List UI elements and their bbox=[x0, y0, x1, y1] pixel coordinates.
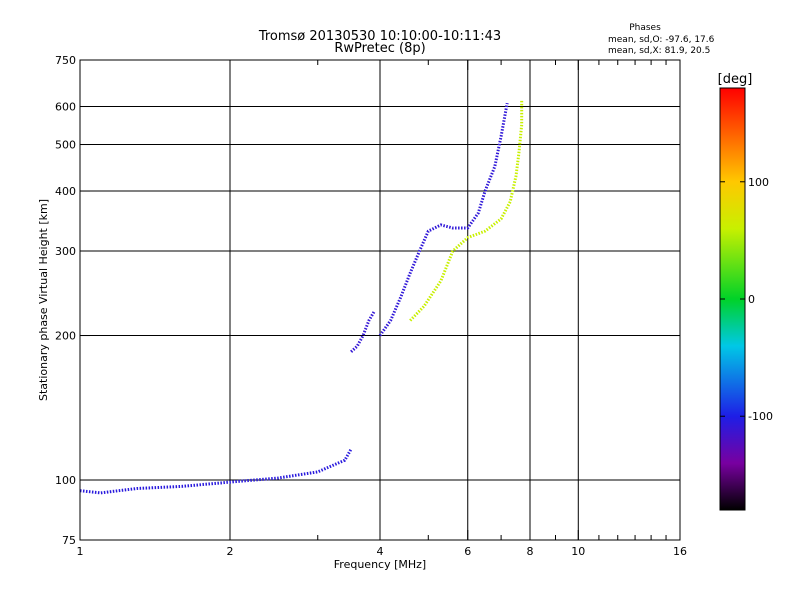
x-axis-label: Frequency [MHz] bbox=[334, 558, 426, 571]
stats-x-mode: mean, sd,X: 81.9, 20.5 bbox=[608, 46, 710, 56]
colorbar-tick-label: -100 bbox=[748, 410, 773, 423]
colorbar-tick-label: 100 bbox=[748, 176, 769, 189]
x-tick-label: 4 bbox=[377, 545, 384, 558]
y-tick-label: 600 bbox=[55, 101, 76, 114]
x-tick-label: 10 bbox=[571, 545, 585, 558]
x-tick-label: 6 bbox=[464, 545, 471, 558]
chart-subtitle: RwPretec (8p) bbox=[334, 41, 425, 56]
y-axis-label: Stationary phase Virtual Height [km] bbox=[37, 199, 50, 401]
x-tick-label: 1 bbox=[77, 545, 84, 558]
trace-segment bbox=[350, 310, 376, 353]
y-tick-label: 500 bbox=[55, 139, 76, 152]
y-tick-label: 200 bbox=[55, 330, 76, 343]
colorbar-tick-label: 0 bbox=[748, 293, 755, 306]
chart-title: Tromsø 20130530 10:10:00-10:11:43 bbox=[258, 29, 501, 44]
y-tick-label: 300 bbox=[55, 245, 76, 258]
x-tick-label: 16 bbox=[673, 545, 687, 558]
x-tick-label: 8 bbox=[527, 545, 534, 558]
y-tick-label: 750 bbox=[55, 54, 76, 67]
colorbar-label: [deg] bbox=[718, 72, 753, 87]
y-tick-label: 75 bbox=[62, 534, 76, 547]
y-tick-label: 400 bbox=[55, 185, 76, 198]
trace-segment bbox=[378, 102, 509, 337]
stats-heading: Phases bbox=[629, 23, 661, 33]
trace-segment bbox=[79, 448, 353, 495]
trace-segment bbox=[409, 99, 524, 322]
y-tick-label: 100 bbox=[55, 474, 76, 487]
stats-o-mode: mean, sd,O: -97.6, 17.6 bbox=[608, 35, 715, 45]
x-tick-label: 2 bbox=[227, 545, 234, 558]
